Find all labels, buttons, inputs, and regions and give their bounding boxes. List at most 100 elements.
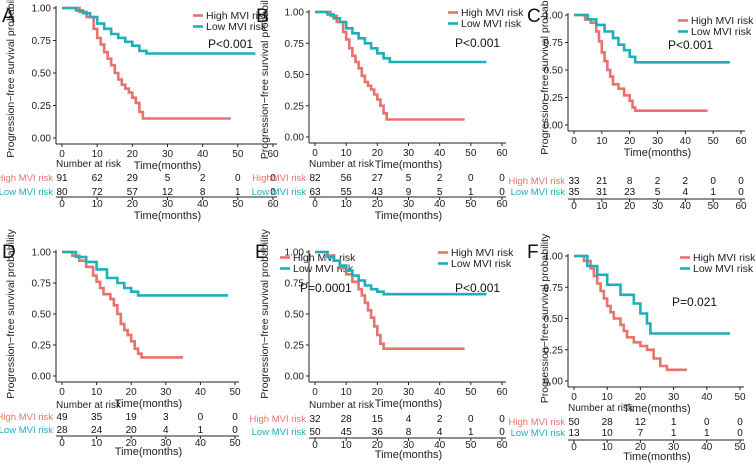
risk-row-label: High MVI risk (0, 412, 53, 423)
x-tick-label: 50 (229, 387, 241, 398)
risk-count: 4 (163, 425, 169, 436)
x-tick-label: 50 (232, 149, 244, 160)
x-tick-label: 30 (162, 149, 174, 160)
panel-label: F (527, 242, 539, 263)
risk-count: 57 (127, 187, 139, 198)
risk-tick-label: 0 (59, 438, 65, 449)
risk-count: 1 (468, 187, 474, 198)
x-tick-label: 40 (197, 149, 209, 160)
risk-count: 4 (683, 187, 689, 198)
risk-row-label: Low MVI risk (511, 187, 566, 198)
risk-count: 0 (499, 173, 505, 184)
risk-tick-label: 50 (465, 440, 477, 451)
x-axis-title: Time(months) (375, 159, 442, 171)
x-tick-label: 20 (127, 149, 139, 160)
y-axis-title: Progression−free survival probability (539, 233, 551, 403)
risk-count: 8 (200, 187, 206, 198)
risk-row-label: HighMVI risk (252, 173, 306, 184)
risk-row-label: High MVI risk (250, 414, 307, 425)
risk-count: 4 (437, 427, 443, 438)
risk-count: 0 (198, 412, 204, 423)
x-tick-label: 60 (735, 136, 747, 147)
risk-count: 0 (710, 176, 716, 187)
risk-tick-label: 10 (602, 442, 614, 453)
y-tick-label: 0.25 (544, 93, 564, 104)
risk-tick-label: 40 (434, 199, 446, 210)
high-risk-curve (315, 10, 465, 121)
risk-tick-label: 30 (162, 199, 174, 210)
panel-label: B (256, 6, 269, 27)
risk-count: 3 (163, 412, 169, 423)
y-tick-label: 0.00 (285, 133, 305, 144)
risk-table-title: Number at risk (309, 159, 375, 170)
risk-count: 0 (468, 414, 474, 425)
risk-count: 2 (655, 176, 661, 187)
risk-count: 0 (232, 425, 238, 436)
risk-count: 15 (372, 414, 384, 425)
risk-count: 0 (235, 173, 241, 184)
risk-count: 31 (596, 187, 608, 198)
risk-count: 0 (270, 173, 276, 184)
risk-tick-label: 20 (127, 199, 139, 210)
x-tick-label: 30 (403, 387, 415, 398)
risk-count: 0 (738, 187, 744, 198)
risk-tick-label: 0 (571, 442, 577, 453)
risk-count: 80 (56, 187, 68, 198)
risk-count: 24 (91, 425, 103, 436)
legend-high: High MVI risk (461, 7, 524, 19)
risk-count: 1 (704, 428, 710, 439)
risk-row-label: Low MVI risk (0, 425, 53, 436)
x-tick-label: 20 (624, 136, 636, 147)
risk-tick-label: 0 (312, 440, 318, 451)
legend-low: Low MVI risk (206, 21, 267, 33)
risk-count: 21 (596, 176, 608, 187)
risk-count: 5 (165, 173, 171, 184)
y-tick-label: 1.00 (32, 4, 52, 15)
risk-count: 28 (602, 417, 614, 428)
risk-count: 33 (568, 176, 580, 187)
p-value: P<0.001 (208, 37, 253, 51)
risk-count: 5 (406, 173, 412, 184)
risk-count: 36 (372, 427, 384, 438)
x-tick-label: 30 (668, 392, 680, 403)
risk-tick-label: 50 (229, 438, 241, 449)
risk-tick-label: 50 (708, 201, 720, 212)
risk-tick-label: 10 (341, 440, 353, 451)
risk-count: 0 (738, 176, 744, 187)
panel-f: F Progression−free survival probability0.… (509, 233, 756, 463)
low-risk-curve (315, 10, 487, 64)
y-axis-title: Progression−free survival probability (259, 0, 271, 159)
risk-count: 50 (309, 427, 321, 438)
y-tick-label: 0.75 (285, 39, 305, 50)
x-tick-label: 40 (195, 387, 207, 398)
risk-tick-label: 30 (403, 199, 415, 210)
y-tick-label: 0.00 (544, 121, 564, 132)
risk-count: 63 (309, 187, 321, 198)
low-risk-curve (315, 250, 487, 296)
panel-label: C (527, 6, 541, 27)
risk-row-label: High MVI risk (0, 173, 53, 184)
risk-tick-label: 0 (312, 199, 318, 210)
risk-count: 56 (341, 173, 353, 184)
risk-count: 55 (341, 187, 353, 198)
risk-tick-label: 20 (372, 440, 384, 451)
risk-tick-label: 10 (341, 199, 353, 210)
risk-row-label: Low MVI risk (0, 187, 53, 198)
p-value: P<0.001 (455, 281, 500, 295)
y-tick-label: 0.75 (32, 279, 52, 290)
legend-low: Low MVI risk (461, 18, 522, 30)
risk-count: 1 (671, 417, 677, 428)
risk-tick-label: 40 (680, 201, 692, 212)
y-axis-title: Progression−free survival probability (259, 228, 271, 398)
risk-table-title: Number at risk (568, 403, 634, 414)
p-value: P=0.021 (672, 295, 717, 309)
y-axis-title: Progression−free survival probability (5, 228, 17, 398)
x-tick-label: 40 (434, 387, 446, 398)
x-tick-label: 10 (92, 149, 104, 160)
risk-row-label: High MVI risk (509, 176, 566, 187)
y-tick-label: 0.50 (32, 69, 52, 80)
y-axis-title: Progression−free survival probability (539, 0, 551, 155)
